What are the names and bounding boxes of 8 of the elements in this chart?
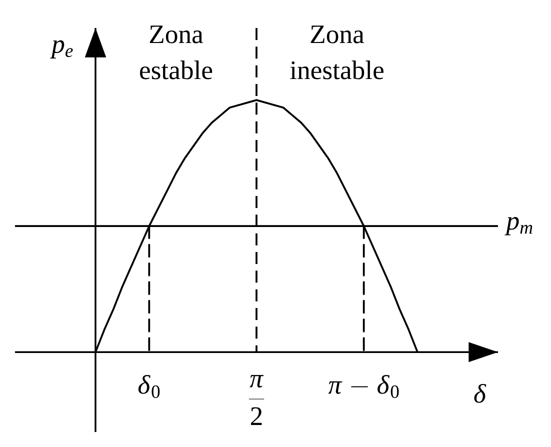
- x-tick-label: $\delta_0$: [138, 375, 160, 398]
- x-axis-title: $\delta$: [474, 384, 486, 403]
- text: Zona estable: [140, 26, 212, 80]
- x-tick-label: $\pi-\delta_0$: [328, 375, 399, 398]
- ref-line-label: $p_m$: [504, 216, 532, 236]
- x-tick-label: $\frac{\pi}{2}$: [248, 375, 264, 425]
- y-axis-title: $p_e$: [50, 40, 73, 58]
- text: Zona inestable: [290, 26, 384, 80]
